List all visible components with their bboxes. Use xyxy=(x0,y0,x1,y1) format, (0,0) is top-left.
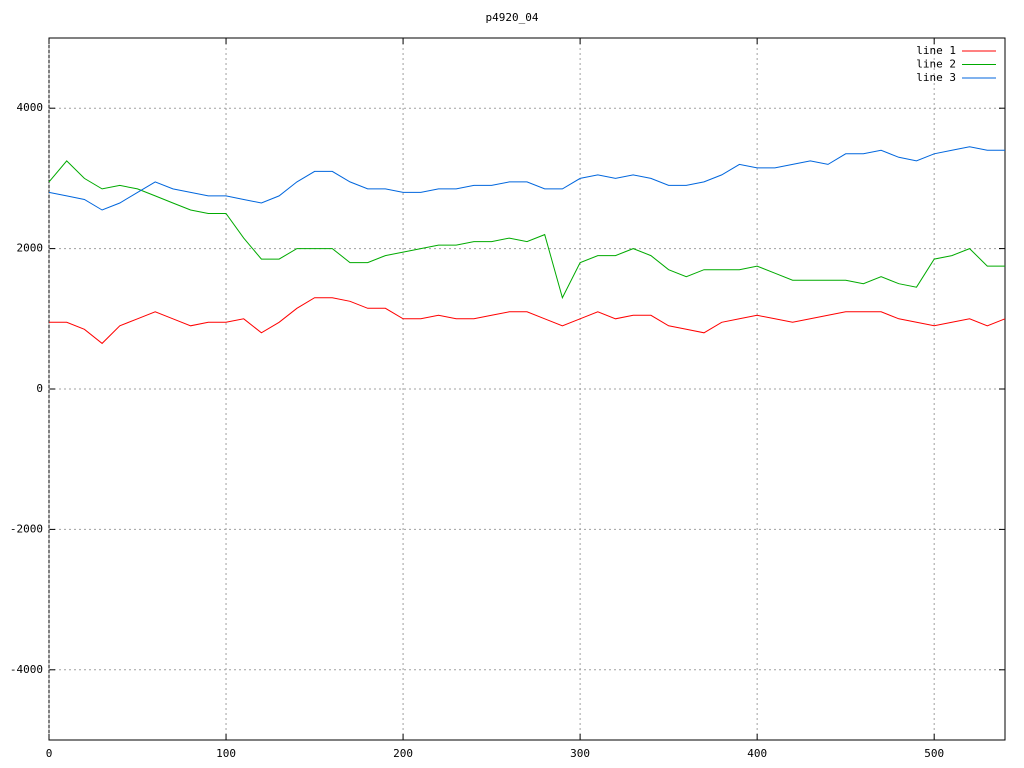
line-series xyxy=(49,297,1006,345)
x-tick-label: 200 xyxy=(393,747,413,760)
legend-label: line 3 xyxy=(916,71,956,84)
y-tick-label: -2000 xyxy=(10,522,43,535)
line-series xyxy=(48,160,1005,300)
x-tick-label: 0 xyxy=(46,747,53,760)
x-tick-label: 300 xyxy=(570,747,590,760)
y-tick-label: 0 xyxy=(36,382,43,395)
plot-frame xyxy=(48,37,1006,741)
legend-label: line 2 xyxy=(916,58,956,71)
x-tick-label: 100 xyxy=(216,747,236,760)
y-tick-label: 4000 xyxy=(17,101,44,114)
legend-label: line 1 xyxy=(916,44,956,57)
chart-title: p4920_04 xyxy=(486,11,539,24)
x-tick-label: 500 xyxy=(924,747,944,760)
line-series xyxy=(48,146,1005,211)
y-tick-label: -4000 xyxy=(10,663,43,676)
x-tick-label: 400 xyxy=(747,747,767,760)
y-tick-label: 2000 xyxy=(17,242,44,255)
